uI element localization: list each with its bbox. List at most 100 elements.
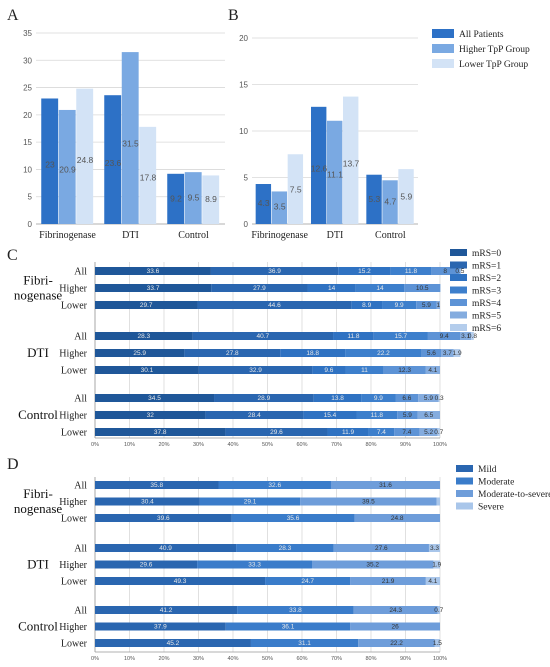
bar-segment [192,332,334,340]
x-tick-label: 40% [227,656,238,662]
group-label: Control [18,407,58,422]
bar-segment [419,428,438,436]
data-label: 26 [392,624,400,631]
y-tick-label: 5 [244,174,249,183]
data-label: 40.7 [257,333,270,340]
data-label: 24.3 [389,607,402,614]
data-label: 15.4 [324,412,337,419]
legend-swatch [450,261,467,269]
bar-segment [355,284,405,292]
data-label: 5.9 [424,395,433,402]
group-label: nogenase [14,288,63,303]
row-label: Lower [61,366,88,377]
bar-segment [95,332,193,340]
row-label: Higher [59,284,87,295]
row-label: All [74,606,87,617]
bar-segment [95,394,215,402]
legend-entry: mRS=2 [472,274,501,284]
bar-segment [395,394,419,402]
bar-segment [95,497,200,506]
panel-label: C [7,247,18,264]
bar-segment [225,622,351,631]
legend-entry: Mild [478,465,497,475]
data-label: 27.9 [253,285,266,292]
bar-segment [397,411,418,419]
data-label: 22.2 [390,640,403,647]
data-label: 12.6 [311,163,328,173]
bar [255,184,272,224]
bar-segment [373,332,428,340]
bar-segment [250,639,359,647]
legend-entry: mRS=0 [472,249,501,259]
bar-segment [434,639,440,647]
x-tick-label: 70% [331,442,342,448]
legend-swatch [456,477,473,485]
data-label: 24.8 [391,515,404,522]
data-label: 44.6 [268,302,281,309]
data-label: 14 [376,285,384,292]
bar-segment [95,284,212,292]
row-label: Lower [61,577,88,588]
bar-segment [307,284,356,292]
data-label: 30.4 [141,499,154,506]
x-tick-label: 40% [227,442,238,448]
data-label: 35.2 [366,562,379,569]
bar [167,173,185,224]
bar-segment [312,560,434,569]
x-tick-label: 100% [433,656,447,662]
x-tick-label: Control [375,230,406,241]
row-label: Lower [61,428,88,439]
bar-segment [356,411,398,419]
data-label: 12.3 [398,367,411,374]
bar-segment [95,606,238,614]
bar [58,109,76,224]
data-label: 29.6 [270,429,283,436]
data-label: 33.3 [248,562,261,569]
bar-segment [197,301,352,309]
bar-segment [436,497,440,506]
y-tick-label: 35 [23,29,32,38]
bar-segment [421,349,442,357]
bar-segment [441,349,454,357]
bar-segment [353,606,438,614]
bar-segment [338,267,391,275]
bar [327,120,343,224]
bar-segment [438,394,440,402]
data-label: 37.9 [154,624,167,631]
data-label: 24.7 [301,578,314,585]
bar-segment [313,394,362,402]
data-label: 9.4 [440,333,449,340]
bar-segment [437,606,440,614]
row-label: All [74,481,87,492]
bar-segment [95,544,237,552]
group-label: DTI [27,557,49,572]
bar [76,88,94,224]
data-label: 5.6 [427,350,436,357]
y-tick-label: 0 [244,220,249,229]
row-label: Higher [59,560,87,571]
legend-swatch [456,490,473,497]
data-label: 9.9 [374,395,383,402]
bar-segment [458,267,461,275]
x-tick-label: 30% [193,442,204,448]
bar-segment [330,481,440,489]
bar-segment [237,606,354,614]
bar-segment [333,544,429,552]
data-label: 29.6 [140,562,153,569]
bar-segment [95,639,251,647]
legend-entry: Higher TpP Group [459,45,530,55]
legend-swatch [450,299,467,306]
bar-segment [199,497,301,506]
x-tick-label: 10% [124,656,135,662]
bar-segment [197,560,313,569]
legend-swatch [432,59,454,68]
y-tick-label: 15 [239,81,248,90]
data-label: 35.6 [287,515,300,522]
x-tick-label: 70% [331,656,342,662]
bar-segment [205,411,304,419]
legend-entry: mRS=4 [472,299,501,309]
group-label: nogenase [14,501,63,516]
data-label: 41.2 [160,607,173,614]
legend-swatch [450,324,467,331]
